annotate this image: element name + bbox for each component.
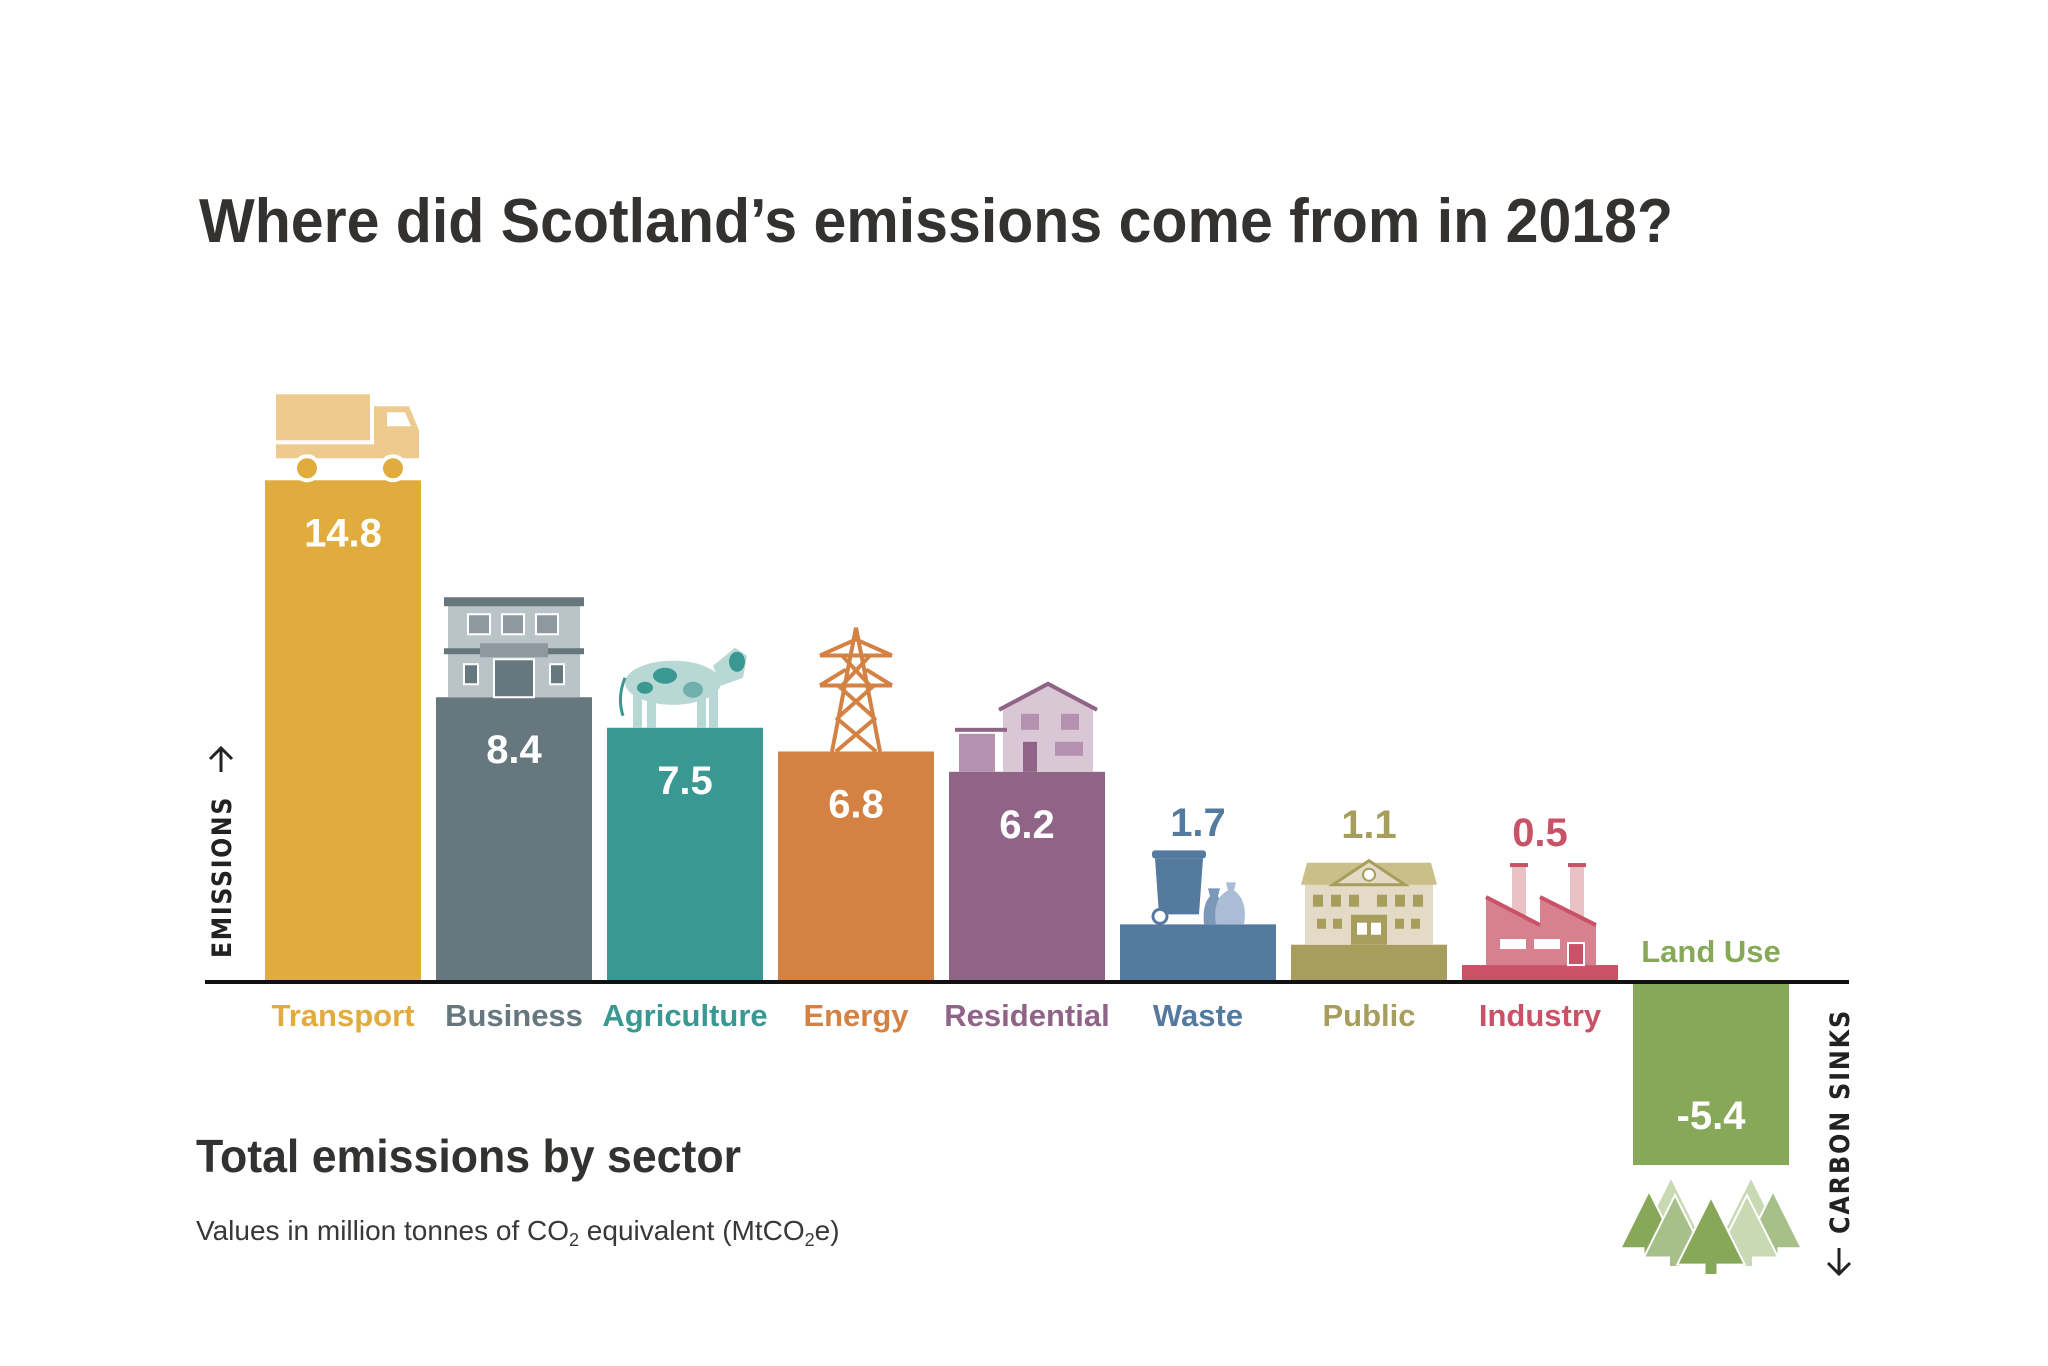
bar-industry [1462,965,1618,982]
emissions-axis-label: EMISSIONS [207,745,238,958]
units-note-part: equivalent (MtCO [579,1215,805,1246]
arrow-up-icon [208,745,234,772]
value-label: 6.2 [999,803,1055,847]
house-icon [955,681,1098,772]
factory-icon [1485,863,1597,967]
category-label: Industry [1479,998,1602,1033]
emissions-label: EMISSIONS [207,796,238,958]
office-building-icon [444,597,584,699]
chart-subtitle: Total emissions by sector [196,1130,741,1182]
arrow-down-icon [1826,1248,1852,1277]
category-label: Public [1322,998,1415,1033]
bar-agriculture [607,727,763,982]
units-note-subscript: 2 [805,1230,815,1250]
bar-public [1291,944,1447,982]
category-label: Residential [944,998,1109,1033]
bar-residential [949,771,1105,982]
value-label: 0.5 [1512,811,1568,855]
value-label: 14.8 [304,511,382,555]
category-label: Business [445,998,583,1033]
category-label: Transport [272,998,415,1033]
bar-transport [265,480,421,982]
units-note: Values in million tonnes of CO2 equivale… [196,1215,840,1250]
units-note-subscript: 2 [569,1230,579,1250]
category-label: Energy [803,998,909,1033]
category-label: Agriculture [602,998,767,1033]
public-building-icon [1301,858,1437,945]
category-label: Waste [1153,998,1243,1033]
bar-energy [778,751,934,982]
value-label: 1.7 [1170,801,1226,845]
units-note-part: e) [815,1215,840,1246]
bars [265,480,1789,1166]
bar-waste [1120,924,1276,982]
bar-business [436,697,592,982]
cow-icon [618,647,747,728]
sector-icons [276,394,1804,1277]
carbon-sinks-label: CARBON SINKS [1825,1009,1856,1234]
value-label: 8.4 [486,728,542,772]
page-title: Where did Scotland’s emissions come from… [199,187,1673,256]
value-label: -5.4 [1677,1094,1747,1138]
value-label: 6.8 [828,782,884,826]
wheelie-bin-icon [1151,850,1245,925]
pine-trees-icon [1618,1174,1804,1277]
carbon-sinks-axis-label: CARBON SINKS [1825,1009,1856,1277]
electricity-pylon-icon [818,627,894,754]
value-label: 7.5 [657,759,713,803]
units-note-part: Values in million tonnes of CO [196,1215,569,1246]
truck-icon [276,394,419,483]
value-label: 1.1 [1341,803,1397,847]
bar-labels: 14.8 Transport 8.4 Business 7.5 Agriculture 6.… [272,511,1781,1138]
bar-land-use [1633,982,1789,1166]
category-label: Land Use [1641,934,1781,969]
